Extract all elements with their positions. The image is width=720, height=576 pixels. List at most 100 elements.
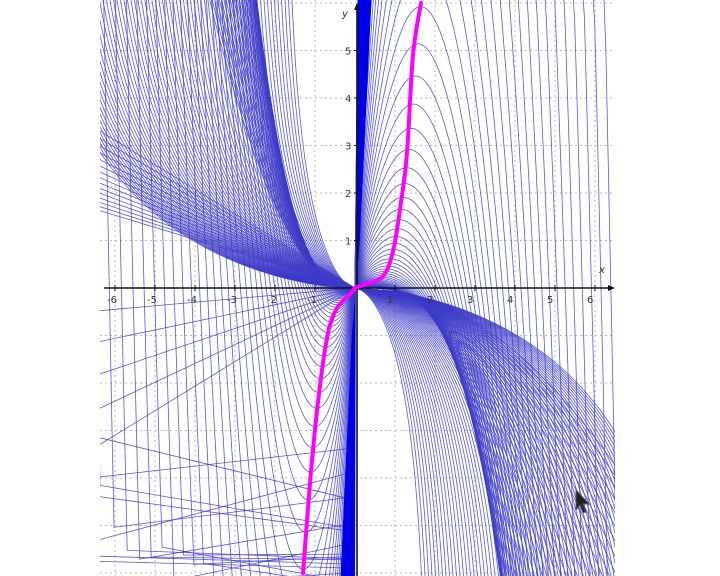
family-curve: [291, 0, 356, 289]
family-curve: [100, 0, 356, 289]
family-curve: [206, 0, 356, 576]
family-curve: [244, 0, 356, 428]
family-curve: [354, 273, 516, 576]
family-curve: [144, 0, 356, 289]
family-curve: [100, 98, 356, 289]
y-tick-label: 3: [345, 142, 351, 153]
family-curve: [354, 0, 529, 576]
family-curve: [100, 192, 356, 289]
family-curve: [100, 287, 356, 342]
family-curve: [354, 183, 502, 576]
family-curve: [100, 113, 356, 289]
family-curve: [134, 0, 356, 289]
family-curve: [354, 287, 443, 576]
family-curve: [354, 0, 525, 576]
family-curve: [354, 43, 512, 576]
family-curve: [354, 0, 521, 576]
family-curve: [354, 284, 552, 576]
family-curve: [354, 287, 485, 576]
family-curve: [251, 0, 356, 368]
family-curve: [100, 33, 356, 289]
family-curve: [197, 0, 356, 289]
family-curve: [354, 287, 615, 449]
family-curve: [354, 287, 433, 576]
x-tick-label: -1: [307, 295, 317, 306]
family-curve: [252, 0, 356, 357]
family-curve: [288, 0, 356, 289]
family-curve: [254, 0, 356, 340]
family-curve: [354, 6, 515, 576]
family-curve: [100, 152, 356, 289]
family-curve: [130, 0, 356, 289]
family-curve: [354, 196, 502, 576]
y-tick-label: 1: [345, 237, 351, 248]
family-curve: [354, 287, 492, 576]
family-curve: [109, 0, 356, 289]
family-curve: [354, 148, 504, 576]
family-curve: [211, 0, 356, 576]
family-curve: [100, 287, 356, 375]
family-curve: [100, 146, 356, 289]
y-tick-label: 2: [345, 189, 351, 200]
x-tick-label: 6: [587, 295, 593, 306]
family-curve: [354, 287, 454, 576]
family-curve: [354, 287, 482, 576]
x-tick-label: 3: [467, 295, 473, 306]
family-curve: [100, 210, 356, 289]
family-curve: [172, 0, 356, 289]
family-curve: [354, 103, 507, 576]
family-curve: [354, 287, 496, 576]
family-curve: [100, 206, 356, 289]
x-tick-label: 5: [547, 295, 553, 306]
family-curve: [253, 0, 356, 348]
family-curve: [100, 137, 356, 289]
y-axis-label: y: [341, 9, 349, 20]
family-curve: [248, 0, 356, 393]
family-curve: [116, 0, 356, 289]
family-curve: [354, 0, 544, 576]
family-curve: [100, 165, 356, 289]
family-curve: [354, 287, 447, 576]
family-curve: [354, 287, 450, 576]
family-curve: [225, 0, 356, 576]
family-curve: [354, 228, 501, 576]
family-curve: [100, 187, 356, 289]
family-curve: [151, 0, 356, 289]
family-curve: [354, 208, 501, 576]
x-tick-label: -6: [107, 295, 117, 306]
family-curve: [354, 287, 457, 576]
family-curve: [354, 287, 461, 576]
family-curve: [354, 75, 510, 576]
x-tick-label: -4: [187, 295, 197, 306]
family-curve: [200, 0, 356, 576]
family-curve: [354, 219, 501, 576]
family-curve: [249, 0, 356, 380]
family-curve: [123, 0, 356, 289]
family-curve: [354, 287, 475, 576]
family-curve: [354, 287, 478, 576]
family-curve: [354, 287, 615, 433]
family-curve: [256, 0, 356, 318]
family-curve: [100, 18, 356, 289]
family-curve: [284, 0, 356, 289]
y-axis-arrow-icon: [354, 3, 360, 10]
family-curve: [354, 287, 580, 576]
x-tick-label: -2: [267, 295, 277, 306]
family-curve: [354, 287, 615, 491]
family-curve: [354, 287, 499, 576]
family-curve: [100, 182, 356, 289]
family-curve: [354, 287, 426, 576]
x-axis-label: x: [598, 265, 605, 276]
family-curve: [100, 287, 356, 445]
mouse-pointer-icon: [575, 488, 591, 514]
family-curve: [277, 0, 356, 289]
family-curve: [256, 0, 356, 323]
family-curve: [236, 0, 356, 501]
family-curve: [179, 0, 356, 289]
family-curve: [100, 177, 356, 289]
y-tick-label: 4: [345, 94, 351, 105]
family-curve: [214, 0, 356, 289]
family-curve: [354, 287, 440, 576]
family-curve: [255, 0, 356, 328]
